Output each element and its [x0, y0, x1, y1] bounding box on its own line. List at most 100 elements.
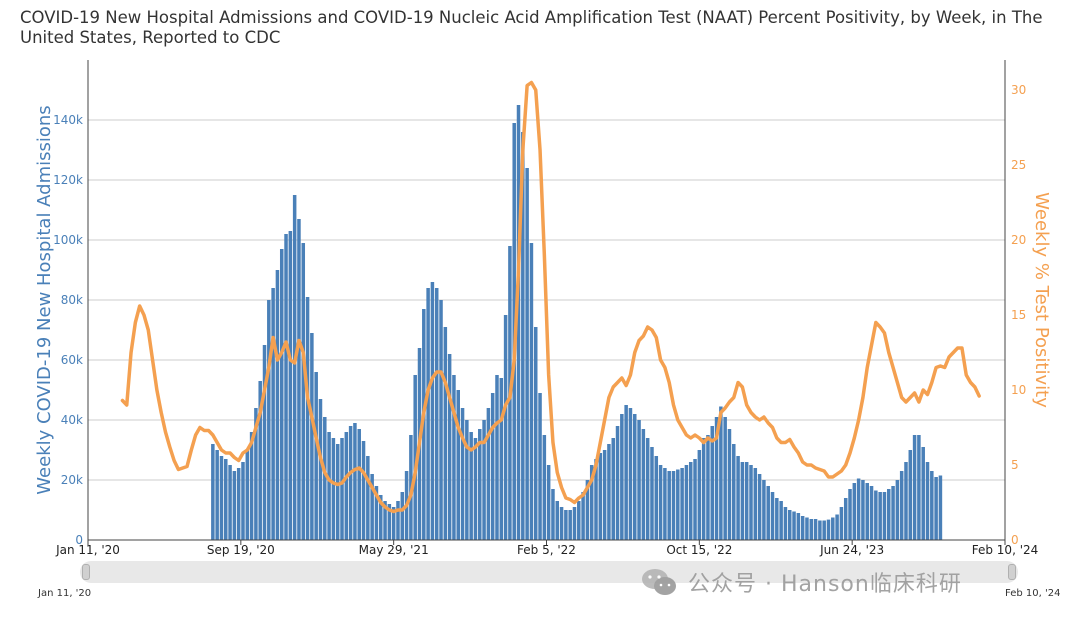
admissions-bar [594, 459, 598, 540]
admissions-bar [555, 501, 560, 540]
admissions-bar [740, 462, 745, 540]
admissions-bar [564, 510, 568, 540]
y-left-tick-label: 100k [53, 233, 83, 247]
x-tick-label: Jun 24, '23 [819, 543, 884, 557]
x-tick-label: Oct 15, '22 [666, 543, 732, 557]
admissions-bar [676, 469, 680, 540]
x-tick-label: May 29, '21 [359, 543, 429, 557]
admissions-bar [551, 489, 555, 540]
admissions-bar [904, 462, 908, 540]
admissions-bar [357, 429, 361, 540]
admissions-bar [658, 465, 663, 540]
admissions-bar [215, 450, 219, 540]
admissions-bar [852, 483, 857, 540]
admissions-bar [224, 459, 228, 540]
admissions-bar [533, 327, 538, 540]
admissions-bar [800, 516, 805, 540]
grid-layer [88, 119, 1005, 481]
admissions-bar [482, 420, 486, 540]
y-right-tick-label: 5 [1011, 458, 1019, 472]
admissions-bar [383, 501, 387, 540]
admissions-bar [805, 517, 809, 540]
admissions-bar [499, 378, 504, 540]
admissions-bar [490, 393, 495, 540]
admissions-bar [327, 432, 331, 540]
y-left-tick-label: 60k [61, 353, 83, 367]
admissions-bar [236, 468, 241, 540]
left-tick-labels: 0 20k 40k 60k 80k 100k 120k 140k [53, 113, 83, 547]
admissions-bar [650, 447, 654, 540]
admissions-bar [258, 381, 262, 540]
x-tick-label: Jan 11, '20 [55, 543, 120, 557]
admissions-bar [228, 465, 232, 540]
admissions-bar [843, 498, 848, 540]
admissions-bar [753, 468, 758, 540]
admissions-bar [757, 474, 762, 540]
admissions-bar [516, 105, 521, 540]
admissions-bar [628, 408, 633, 540]
bars-layer [211, 105, 943, 540]
x-tick-label: Feb 10, '24 [972, 543, 1039, 557]
admissions-bar [254, 408, 258, 540]
admissions-bar [521, 132, 525, 540]
admissions-bar [637, 420, 641, 540]
admissions-bar [572, 507, 577, 540]
y-right-tick-label: 25 [1011, 158, 1026, 172]
admissions-bar [598, 453, 603, 540]
admissions-bar [899, 471, 904, 540]
admissions-bar [615, 426, 620, 540]
admissions-bar [861, 480, 865, 540]
x-tick-label: Feb 5, '22 [517, 543, 576, 557]
y-left-tick-label: 20k [61, 473, 83, 487]
admissions-bar [684, 465, 689, 540]
y-left-tick-label: 40k [61, 413, 83, 427]
admissions-bar [783, 507, 788, 540]
admissions-bar [267, 300, 271, 540]
admissions-bar [361, 441, 366, 540]
admissions-bar [503, 315, 508, 540]
admissions-bar [688, 462, 693, 540]
x-tick-label: Sep 19, '20 [207, 543, 275, 557]
admissions-bar [301, 243, 306, 540]
admissions-bar [856, 478, 861, 540]
x-tick-labels: Jan 11, '20 Sep 19, '20 May 29, '21 Feb 5, … [55, 543, 1038, 557]
y-left-axis-title: Weekly COVID-19 New Hospital Admissions [34, 105, 55, 494]
admissions-bar [279, 249, 284, 540]
admissions-bar [400, 492, 405, 540]
y-right-tick-label: 0 [1011, 533, 1019, 547]
admissions-bar [895, 480, 900, 540]
admissions-bar [426, 288, 430, 540]
admissions-bar [305, 297, 310, 540]
admissions-bar [211, 444, 215, 540]
admissions-bar [611, 438, 615, 540]
admissions-bar [585, 480, 590, 540]
admissions-bar [577, 501, 581, 540]
slider-right-handle[interactable] [1008, 564, 1016, 580]
admissions-bar [671, 471, 676, 540]
admissions-bar [344, 432, 349, 540]
admissions-bar [559, 507, 564, 540]
admissions-bar [413, 375, 417, 540]
slider-track[interactable] [80, 561, 1018, 583]
admissions-bar [465, 420, 469, 540]
admissions-bar [366, 456, 370, 540]
admissions-bar [335, 444, 340, 540]
range-slider[interactable] [80, 561, 1018, 583]
admissions-bar [882, 492, 887, 540]
slider-left-handle[interactable] [82, 564, 90, 580]
admissions-bar [292, 195, 297, 540]
admissions-bar [744, 462, 749, 540]
watermark: 公众号 · Hanson临床科研 [640, 565, 962, 599]
admissions-bar [930, 471, 934, 540]
admissions-bar [749, 465, 753, 540]
admissions-bar [262, 345, 267, 540]
y-right-axis-title: Weekly % Test Positivity [1031, 192, 1052, 408]
y-left-tick-label: 80k [61, 293, 83, 307]
admissions-bar [447, 354, 452, 540]
admissions-bar [542, 435, 547, 540]
admissions-bar [323, 417, 327, 540]
admissions-bar [620, 414, 624, 540]
admissions-bar [284, 234, 288, 540]
admissions-bar [581, 492, 585, 540]
